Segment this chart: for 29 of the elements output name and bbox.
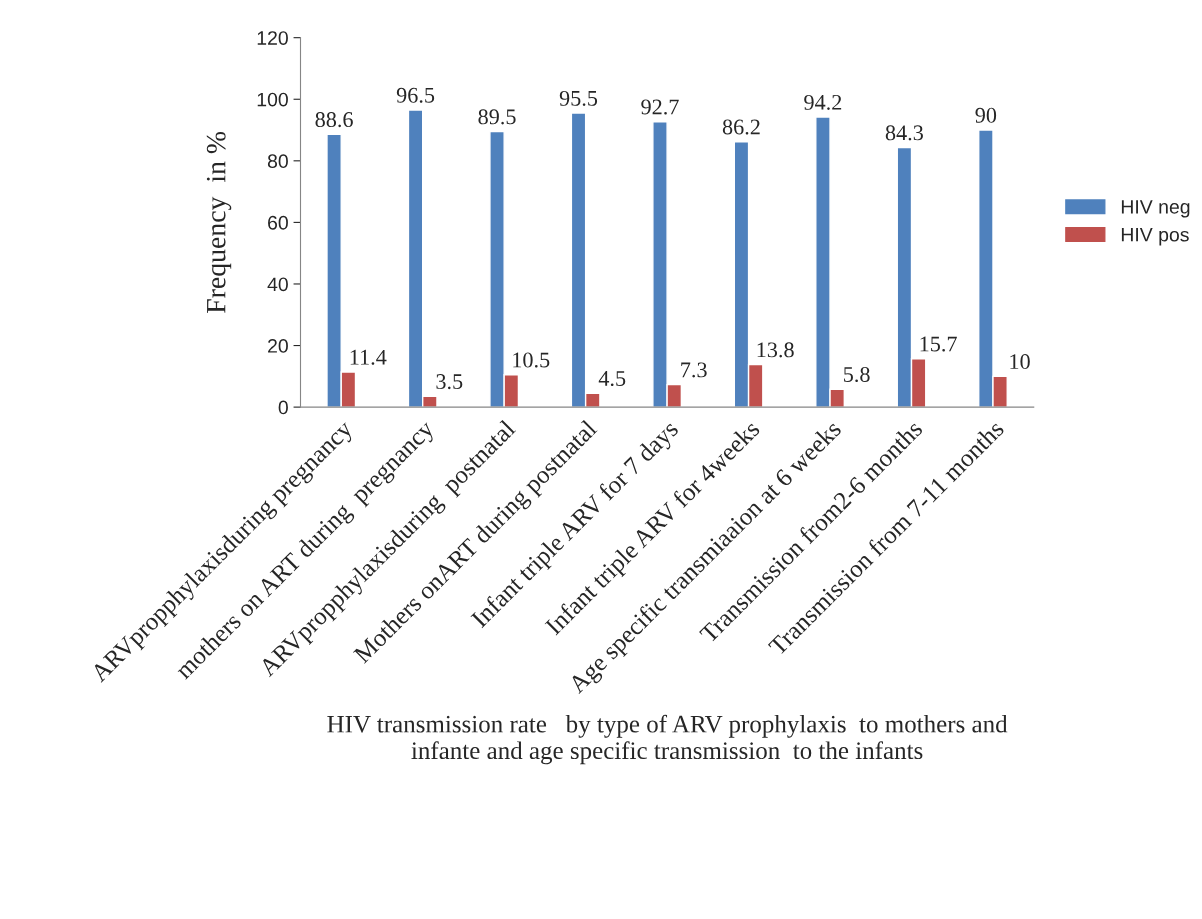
data-label: 88.6 xyxy=(315,112,353,128)
legend-label: HIV pos xyxy=(1121,227,1189,246)
legend-label: HIV neg xyxy=(1121,200,1190,218)
y-axis-title: Frequency in % xyxy=(206,131,232,314)
y-tick-label: 120 xyxy=(257,31,288,45)
data-label: 13.8 xyxy=(757,342,794,358)
data-label: 5.8 xyxy=(844,366,870,383)
data-label: 7.3 xyxy=(681,362,707,378)
data-label: 95.5 xyxy=(559,90,598,106)
x-axis-title: HIV transmission rate by type of ARV prophylaxis to mothers and infante and age specific transmission to the infants xyxy=(327,714,1008,765)
data-label: 96.5 xyxy=(396,87,435,103)
data-label: 4.5 xyxy=(598,371,626,387)
y-tick-label: 20 xyxy=(268,339,288,353)
data-label: 10.5 xyxy=(513,352,550,368)
y-tick-label: 40 xyxy=(267,277,288,292)
data-label: 90 xyxy=(975,107,997,123)
data-label: 11.4 xyxy=(350,349,387,365)
y-tick-label: 100 xyxy=(257,92,288,107)
data-label: 15.7 xyxy=(920,336,957,352)
y-tick-label: 0 xyxy=(278,400,288,415)
data-label: 3.5 xyxy=(436,374,463,390)
data-label: 94.2 xyxy=(804,94,842,110)
data-label: 86.2 xyxy=(722,119,760,135)
y-tick-label: 60 xyxy=(268,215,288,230)
data-label: 84.3 xyxy=(885,125,923,141)
y-tick-label: 80 xyxy=(267,154,288,169)
data-label: 89.5 xyxy=(478,109,516,125)
data-label: 10 xyxy=(1010,354,1030,370)
data-label: 92.7 xyxy=(641,99,679,115)
